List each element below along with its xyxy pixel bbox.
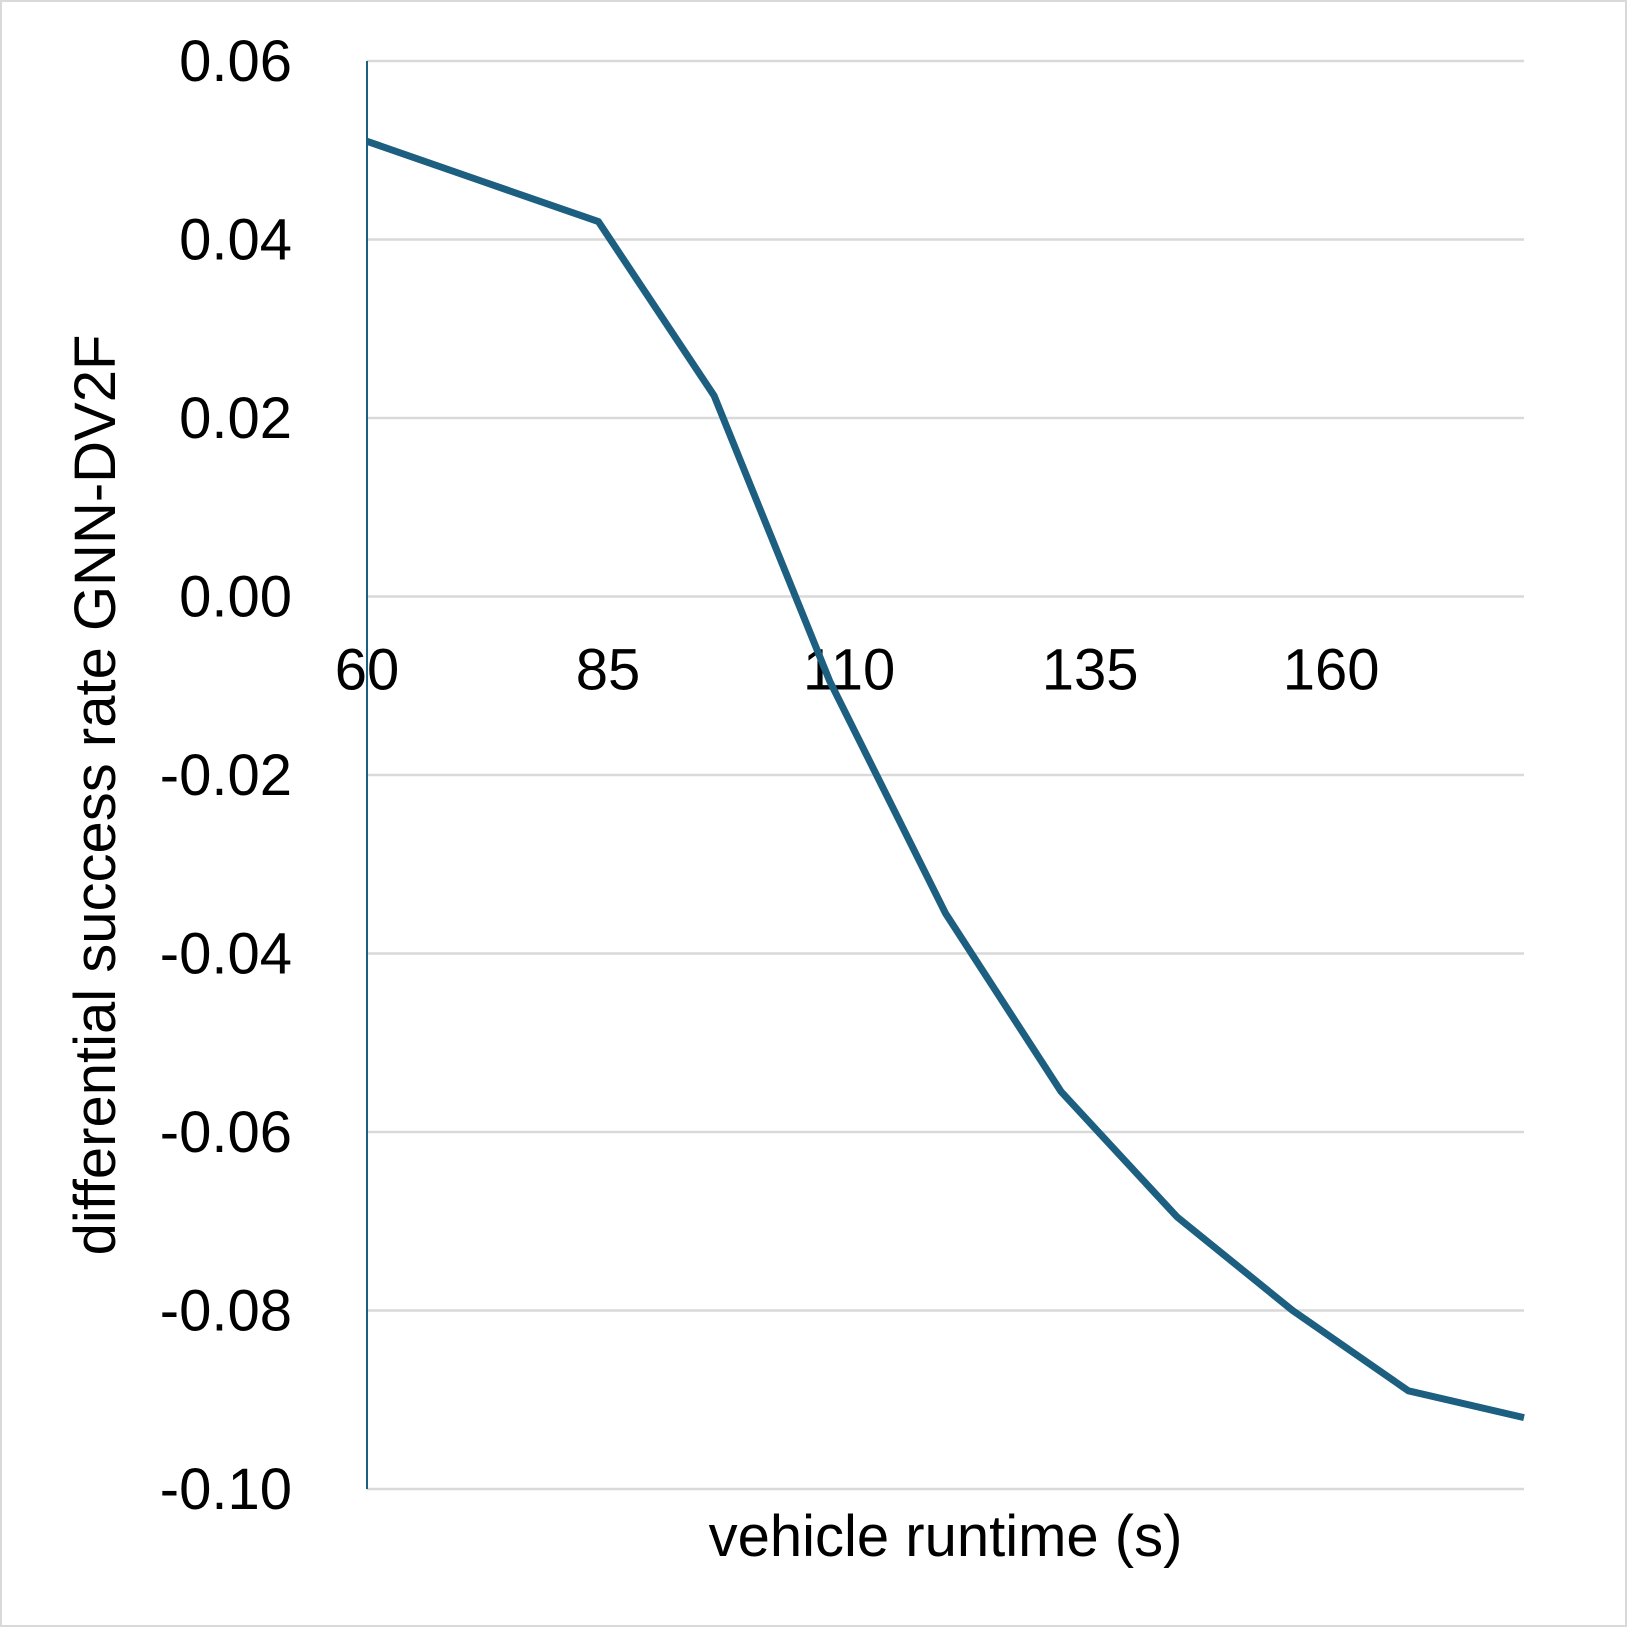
x-tick-label: 160: [1283, 638, 1380, 703]
series-line: [365, 137, 1525, 1422]
y-tick-label: 0.00: [179, 565, 292, 630]
y-tick-label: -0.02: [160, 743, 292, 808]
y-tick-label: -0.04: [160, 922, 292, 987]
y-tick-labels: 0.06 0.04 0.02 0.00 -0.02 -0.04 -0.06 -0.08 -0.1…: [160, 29, 292, 1522]
y-tick-label: 0.02: [179, 386, 292, 451]
y-tick-label: -0.10: [160, 1457, 292, 1522]
y-axis-title: differential success rate GNN-DV2F: [63, 335, 128, 1256]
x-tick-labels: 60 85 110 135 160: [335, 638, 1380, 703]
y-tick-label: 0.06: [179, 29, 292, 94]
x-tick-label: 135: [1042, 638, 1139, 703]
x-axis-title: vehicle runtime (s): [709, 1504, 1183, 1569]
y-tick-label: -0.08: [160, 1279, 292, 1344]
gridlines: [367, 59, 1524, 1491]
x-tick-label: 60: [335, 638, 400, 703]
x-tick-label: 85: [576, 638, 641, 703]
y-tick-label: 0.04: [179, 208, 292, 273]
y-tick-label: -0.06: [160, 1100, 292, 1165]
series-layer: [365, 137, 1525, 1422]
